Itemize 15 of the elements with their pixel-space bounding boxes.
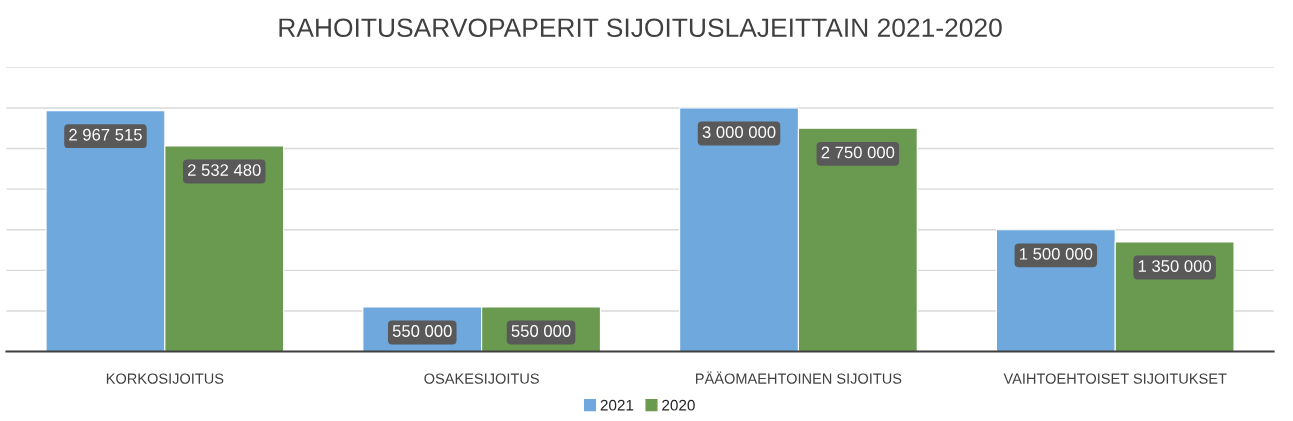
data-label: 550 000 (511, 325, 571, 337)
data-label: 1 500 000 (1020, 247, 1093, 260)
x-tick-label: VAIHTOEHTOISET SIJOITUKSET (1003, 373, 1227, 384)
data-label: 2 532 480 (188, 164, 261, 176)
x-tick-label: KORKOSIJOITUS (106, 373, 224, 384)
legend-label: 2020 (662, 399, 695, 411)
data-label: 1 350 000 (1138, 260, 1212, 272)
x-tick-label: OSAKESIJOITUS (424, 373, 539, 384)
chart-title: RAHOITUSARVOPAPERIT SIJOITUSLAJEITTAIN 2021-2020 (279, 18, 1002, 38)
data-label: 550 000 (392, 325, 452, 337)
data-label: 3 000 000 (702, 126, 776, 138)
legend-label: 2021 (600, 399, 634, 411)
data-label: 2 967 515 (69, 128, 142, 141)
x-tick-label: PÄÄOMAEHTOINEN SIJOITUS (696, 371, 902, 384)
data-label: 2 750 000 (821, 146, 895, 159)
